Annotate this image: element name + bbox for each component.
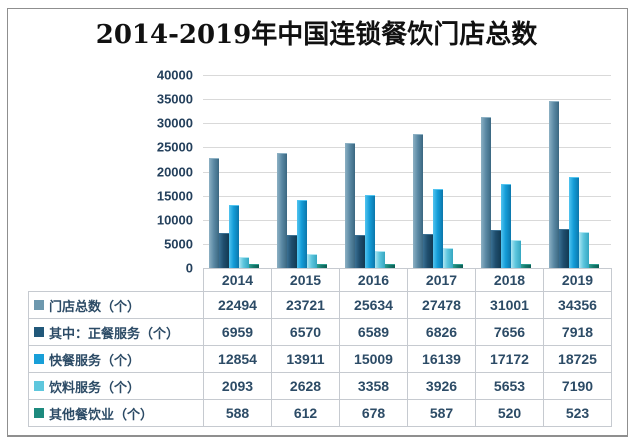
- bar-series4-2016: [375, 251, 385, 268]
- bar-series2-2014: [219, 233, 229, 268]
- bar-series4-2015: [307, 254, 317, 268]
- bar-series3-2017: [433, 189, 443, 268]
- y-tick-label-40000: 40000: [156, 67, 193, 83]
- bar-series5-2016: [385, 264, 395, 268]
- gridline-35000: [203, 99, 611, 101]
- bar-series4-2014: [239, 257, 249, 268]
- gridline-10000: [203, 219, 611, 221]
- bar-series2-2018: [491, 230, 501, 268]
- y-tick-label-20000: 20000: [156, 164, 193, 179]
- y-tick-label-0: 0: [185, 260, 193, 276]
- chart-outer-frame: [7, 8, 628, 437]
- gridline-25000: [203, 147, 611, 149]
- gridline-30000: [203, 123, 611, 125]
- gridline-20000: [203, 171, 611, 173]
- bar-series3-2014: [229, 205, 239, 268]
- bar-series2-2017: [423, 234, 433, 268]
- bar-series5-2019: [589, 264, 599, 268]
- chart-title: 2014-2019年中国连锁餐饮门店总数: [95, 20, 538, 50]
- bar-series3-2018: [501, 184, 511, 268]
- bar-series1-2015: [277, 153, 287, 268]
- bar-series4-2018: [511, 240, 521, 268]
- bar-series2-2019: [559, 229, 569, 268]
- y-tick-label-35000: 35000: [156, 91, 193, 107]
- plot-area: [203, 75, 611, 269]
- bar-series5-2017: [453, 264, 463, 268]
- bar-series4-2019: [579, 232, 589, 268]
- bar-series2-2015: [287, 235, 297, 268]
- bar-series3-2015: [297, 200, 307, 268]
- bar-series1-2019: [549, 101, 559, 268]
- y-tick-label-10000: 10000: [156, 212, 193, 228]
- bar-series1-2017: [413, 134, 423, 268]
- bar-series3-2016: [365, 195, 375, 268]
- bar-series5-2015: [317, 264, 327, 268]
- bar-series4-2017: [443, 248, 453, 268]
- bar-series5-2018: [521, 264, 531, 268]
- gridline-0: [203, 268, 611, 269]
- bar-series1-2018: [481, 117, 491, 268]
- gridline-5000: [203, 243, 611, 245]
- y-axis: 40000 35000 30000 25000 20000 15000 10000 5000 0: [110, 68, 193, 276]
- bar-series1-2014: [209, 158, 219, 268]
- bar-series2-2016: [355, 235, 365, 268]
- bar-series5-2014: [249, 264, 259, 268]
- gridline-15000: [203, 195, 611, 197]
- y-tick-label-25000: 25000: [156, 139, 193, 155]
- bar-series3-2019: [569, 177, 579, 268]
- y-tick-label-30000: 30000: [156, 115, 193, 131]
- bar-series1-2016: [345, 143, 355, 268]
- y-tick-label-5000: 5000: [164, 236, 193, 252]
- y-tick-label-15000: 15000: [156, 188, 193, 204]
- gridline-40000: [203, 75, 611, 76]
